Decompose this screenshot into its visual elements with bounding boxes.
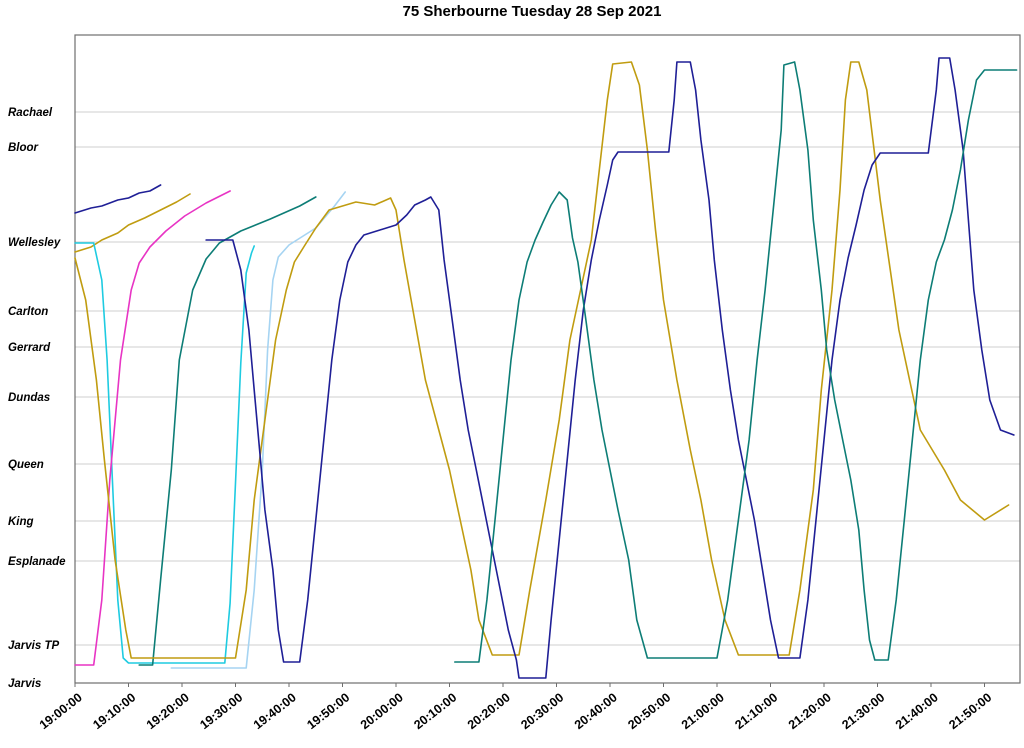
series-line-teal-run-1 bbox=[138, 196, 317, 666]
x-axis-label-19-00-00: 19:00:00 bbox=[37, 690, 85, 732]
y-axis-label-wellesley: Wellesley bbox=[8, 237, 61, 249]
series-line-teal-run-2 bbox=[454, 61, 1018, 663]
series-line-gold-run-2 bbox=[74, 61, 1010, 659]
x-axis-label-20-10-00: 20:10:00 bbox=[411, 690, 459, 732]
y-axis-label-jarvis-tp: Jarvis TP bbox=[8, 640, 59, 652]
x-axis-label-21-10-00: 21:10:00 bbox=[732, 690, 780, 732]
x-axis-label-20-00-00: 20:00:00 bbox=[358, 690, 406, 732]
y-axis-label-carlton: Carlton bbox=[8, 306, 48, 318]
x-axis-label-19-20-00: 19:20:00 bbox=[144, 690, 192, 732]
x-axis-label-21-00-00: 21:00:00 bbox=[679, 690, 727, 732]
x-axis-label-21-20-00: 21:20:00 bbox=[786, 690, 834, 732]
series-line-cyan-run-1 bbox=[74, 242, 255, 664]
x-axis-label-20-30-00: 20:30:00 bbox=[518, 690, 566, 732]
plot-frame bbox=[74, 34, 1021, 684]
x-axis-label-20-50-00: 20:50:00 bbox=[625, 690, 673, 732]
y-axis-label-king: King bbox=[8, 516, 34, 528]
y-axis-label-gerrard: Gerrard bbox=[8, 342, 51, 354]
x-axis-label-21-50-00: 21:50:00 bbox=[946, 690, 994, 732]
x-axis-label-19-10-00: 19:10:00 bbox=[90, 690, 138, 732]
series-line-magenta-run-1 bbox=[74, 190, 231, 666]
x-axis-label-19-40-00: 19:40:00 bbox=[251, 690, 299, 732]
y-axis-label-dundas: Dundas bbox=[8, 392, 50, 404]
y-axis-label-jarvis: Jarvis bbox=[8, 678, 41, 690]
y-axis-label-bloor: Bloor bbox=[8, 142, 39, 154]
x-axis-label-20-40-00: 20:40:00 bbox=[572, 690, 620, 732]
chart-title: 75 Sherbourne Tuesday 28 Sep 2021 bbox=[402, 3, 662, 20]
series-line-navy-run-1 bbox=[74, 184, 162, 214]
series-line-navy-run-2 bbox=[205, 57, 1015, 679]
y-axis-label-esplanade: Esplanade bbox=[8, 556, 66, 568]
y-axis-label-rachael: Rachael bbox=[8, 107, 53, 119]
x-axis-label-21-40-00: 21:40:00 bbox=[893, 690, 941, 732]
x-axis-label-19-30-00: 19:30:00 bbox=[197, 690, 245, 732]
x-axis-label-21-30-00: 21:30:00 bbox=[839, 690, 887, 732]
x-axis-label-20-20-00: 20:20:00 bbox=[465, 690, 513, 732]
x-axis-label-19-50-00: 19:50:00 bbox=[304, 690, 352, 732]
y-axis-label-queen: Queen bbox=[8, 459, 44, 471]
